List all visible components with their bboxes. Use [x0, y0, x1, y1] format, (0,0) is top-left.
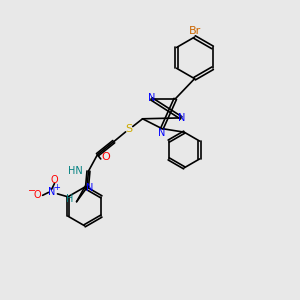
Text: O: O — [34, 190, 41, 200]
Text: N: N — [178, 113, 185, 124]
Text: O: O — [51, 175, 58, 185]
Text: −: − — [28, 186, 37, 196]
Text: HN: HN — [68, 166, 83, 176]
Text: N: N — [48, 188, 55, 197]
Text: +: + — [53, 182, 60, 191]
Text: O: O — [102, 152, 110, 162]
Text: Br: Br — [188, 26, 201, 35]
Text: N: N — [86, 183, 93, 193]
Text: N: N — [158, 128, 166, 138]
Text: H: H — [66, 194, 74, 204]
Text: S: S — [126, 124, 133, 134]
Text: N: N — [148, 93, 155, 103]
